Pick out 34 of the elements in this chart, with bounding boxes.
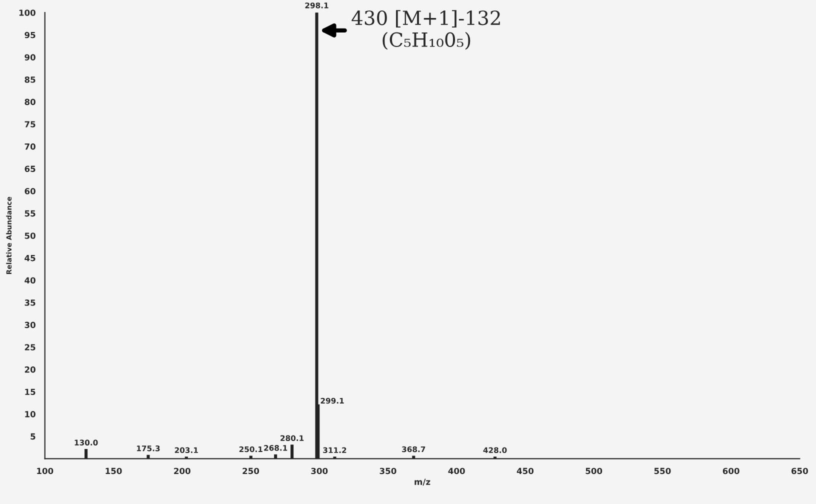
x-tick-label: 500 [586, 468, 602, 474]
annotation: 430 [M+1]-132 (C₅H₁₀0₅) [352, 10, 500, 50]
y-tick-label: 50 [24, 232, 36, 239]
x-tick-label: 150 [106, 468, 122, 474]
x-tick-label: 650 [792, 468, 808, 474]
y-tick-label: 10 [25, 411, 36, 418]
x-axis-title: m/z [414, 478, 430, 486]
x-tick-label: 600 [722, 468, 740, 474]
y-tick-label: 5 [30, 433, 36, 440]
y-tick-label: 45 [24, 255, 36, 262]
y-tick-label: 20 [24, 366, 36, 373]
y-tick-label: 85 [24, 76, 36, 83]
y-tick-label: 35 [24, 300, 36, 306]
y-tick-label: 75 [24, 121, 36, 128]
y-tick-label: 70 [24, 143, 36, 150]
y-tick-label: 95 [24, 32, 36, 38]
x-tick-label: 450 [516, 468, 534, 474]
x-tick-label: 200 [174, 468, 190, 474]
y-tick-label: 80 [24, 98, 36, 106]
x-tick-label: 350 [380, 468, 396, 474]
y-tick-label: 60 [24, 188, 36, 194]
y-tick-label: 25 [24, 344, 36, 350]
y-tick-label: 55 [24, 210, 36, 217]
x-tick-label: 550 [654, 468, 671, 474]
x-tick-label: 250 [242, 468, 260, 474]
y-tick-label: 100 [19, 10, 36, 16]
y-tick-label: 90 [24, 54, 36, 60]
x-tick-label: 100 [37, 468, 54, 474]
y-tick-label: 65 [24, 166, 36, 172]
y-tick-label: 30 [24, 322, 36, 328]
y-tick-label: 15 [25, 388, 36, 396]
x-tick-label: 300 [311, 468, 328, 474]
y-tick-label: 40 [24, 277, 36, 284]
x-tick-label: 400 [448, 468, 465, 474]
